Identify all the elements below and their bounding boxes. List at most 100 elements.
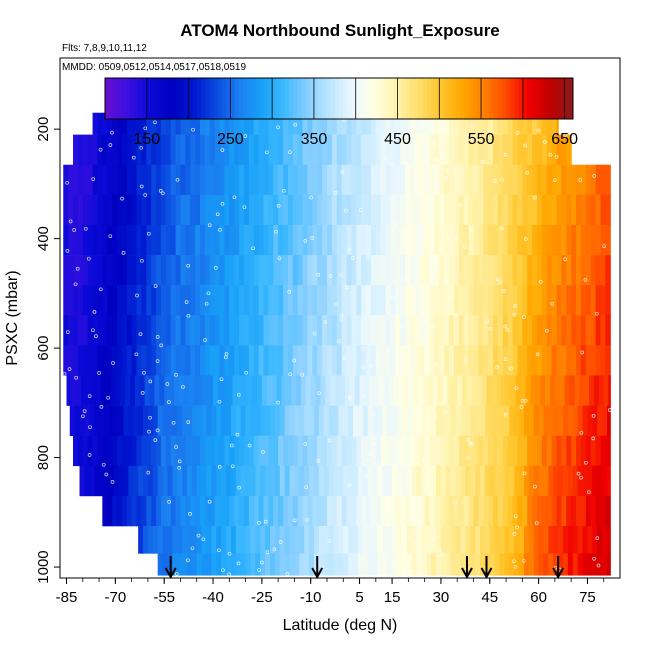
sample-point: [340, 170, 345, 174]
heatmap-cell: [112, 134, 118, 166]
heatmap-cell: [419, 285, 426, 316]
heatmap-cell: [195, 435, 201, 467]
heatmap-cell: [307, 285, 313, 316]
heatmap-cell: [346, 285, 352, 316]
heatmap-cell: [268, 345, 274, 376]
heatmap-cell: [410, 134, 416, 166]
heatmap-cell: [519, 526, 525, 554]
sample-point: [445, 169, 450, 173]
heatmap-cell: [336, 495, 343, 527]
heatmap-cell: [375, 345, 382, 376]
heatmap-cell: [366, 134, 372, 166]
heatmap-cell: [507, 255, 514, 286]
heatmap-cell: [263, 224, 269, 256]
heatmap-cell: [348, 405, 354, 436]
heatmap-cell: [582, 553, 589, 576]
heatmap-cell: [419, 134, 426, 166]
heatmap-cell: [229, 285, 235, 316]
heatmap-cell: [175, 112, 182, 135]
heatmap-cell: [136, 224, 142, 256]
heatmap-cell: [527, 164, 533, 196]
heatmap-cell: [107, 495, 113, 527]
sample-point: [264, 150, 269, 155]
heatmap-cell: [112, 194, 118, 226]
heatmap-cell: [234, 285, 240, 316]
heatmap-cell: [87, 255, 94, 286]
heatmap-cell: [116, 112, 123, 135]
sample-point: [515, 525, 519, 530]
colorbar-segment: [476, 78, 482, 119]
heatmap-cell: [536, 285, 543, 316]
sample-point: [534, 521, 539, 525]
heatmap-cell: [493, 495, 499, 527]
colorbar-segment: [313, 78, 319, 119]
heatmap-cell: [278, 224, 284, 256]
heatmap-cell: [209, 315, 216, 346]
heatmap-cell: [323, 526, 330, 554]
heatmap-cell: [512, 315, 519, 346]
heatmap-cell: [509, 553, 515, 576]
sample-point: [265, 550, 270, 554]
heatmap-cell: [278, 315, 284, 346]
sample-point: [498, 280, 503, 285]
heatmap-cell: [444, 285, 450, 316]
colorbar-segment: [105, 78, 110, 119]
heatmap-cell: [333, 465, 339, 497]
heatmap-cell: [512, 435, 519, 467]
heatmap-cell: [206, 526, 212, 554]
heatmap-cell: [429, 435, 436, 467]
heatmap-cell: [239, 435, 245, 467]
sample-point: [328, 274, 333, 278]
heatmap-cell: [585, 194, 592, 226]
heatmap-cell: [512, 495, 519, 527]
heatmap-cell: [253, 194, 260, 226]
heatmap-cell: [517, 495, 523, 527]
heatmap-cell: [480, 553, 486, 576]
heatmap-cell: [468, 285, 475, 316]
heatmap-cell: [595, 495, 602, 527]
heatmap-cell: [522, 255, 528, 286]
heatmap-cell: [411, 405, 418, 436]
sample-point: [446, 235, 451, 240]
heatmap-cell: [116, 285, 123, 316]
sample-point: [327, 438, 332, 443]
heatmap-cell: [297, 435, 304, 467]
heatmap-cell: [414, 285, 421, 316]
heatmap-cell: [595, 315, 602, 346]
heatmap-cell: [322, 255, 328, 286]
heatmap-cell: [326, 495, 333, 527]
heatmap-cell: [175, 224, 182, 256]
heatmap-cell: [121, 194, 128, 226]
heatmap-cell: [361, 435, 367, 467]
heatmap-cell: [312, 285, 318, 316]
heatmap-cell: [475, 405, 481, 436]
heatmap-cell: [239, 315, 245, 346]
heatmap-cell: [253, 255, 260, 286]
flight-arrow-head: [164, 567, 177, 580]
heatmap-cell: [97, 224, 103, 256]
heatmap-cell: [63, 164, 69, 196]
heatmap-cell: [87, 164, 94, 196]
heatmap-cell: [527, 224, 533, 256]
y-tick-label: 200: [35, 117, 52, 142]
heatmap-cell: [226, 526, 232, 554]
heatmap-cell: [486, 375, 492, 406]
sample-point: [186, 558, 190, 563]
heatmap-cell: [190, 194, 196, 226]
heatmap-cell: [206, 405, 212, 436]
heatmap-cell: [497, 194, 504, 226]
heatmap-cell: [566, 315, 572, 346]
heatmap-cell: [322, 164, 328, 196]
heatmap-cell: [341, 435, 348, 467]
heatmap-cell: [385, 194, 392, 226]
heatmap-cell: [473, 255, 479, 286]
heatmap-cell: [304, 405, 310, 436]
heatmap-cell: [214, 255, 221, 286]
heatmap-cell: [468, 224, 475, 256]
heatmap-cell: [444, 255, 450, 286]
sample-point: [217, 399, 222, 404]
heatmap-cell: [165, 194, 172, 226]
heatmap-cell: [328, 553, 335, 576]
heatmap-cell: [146, 315, 152, 346]
